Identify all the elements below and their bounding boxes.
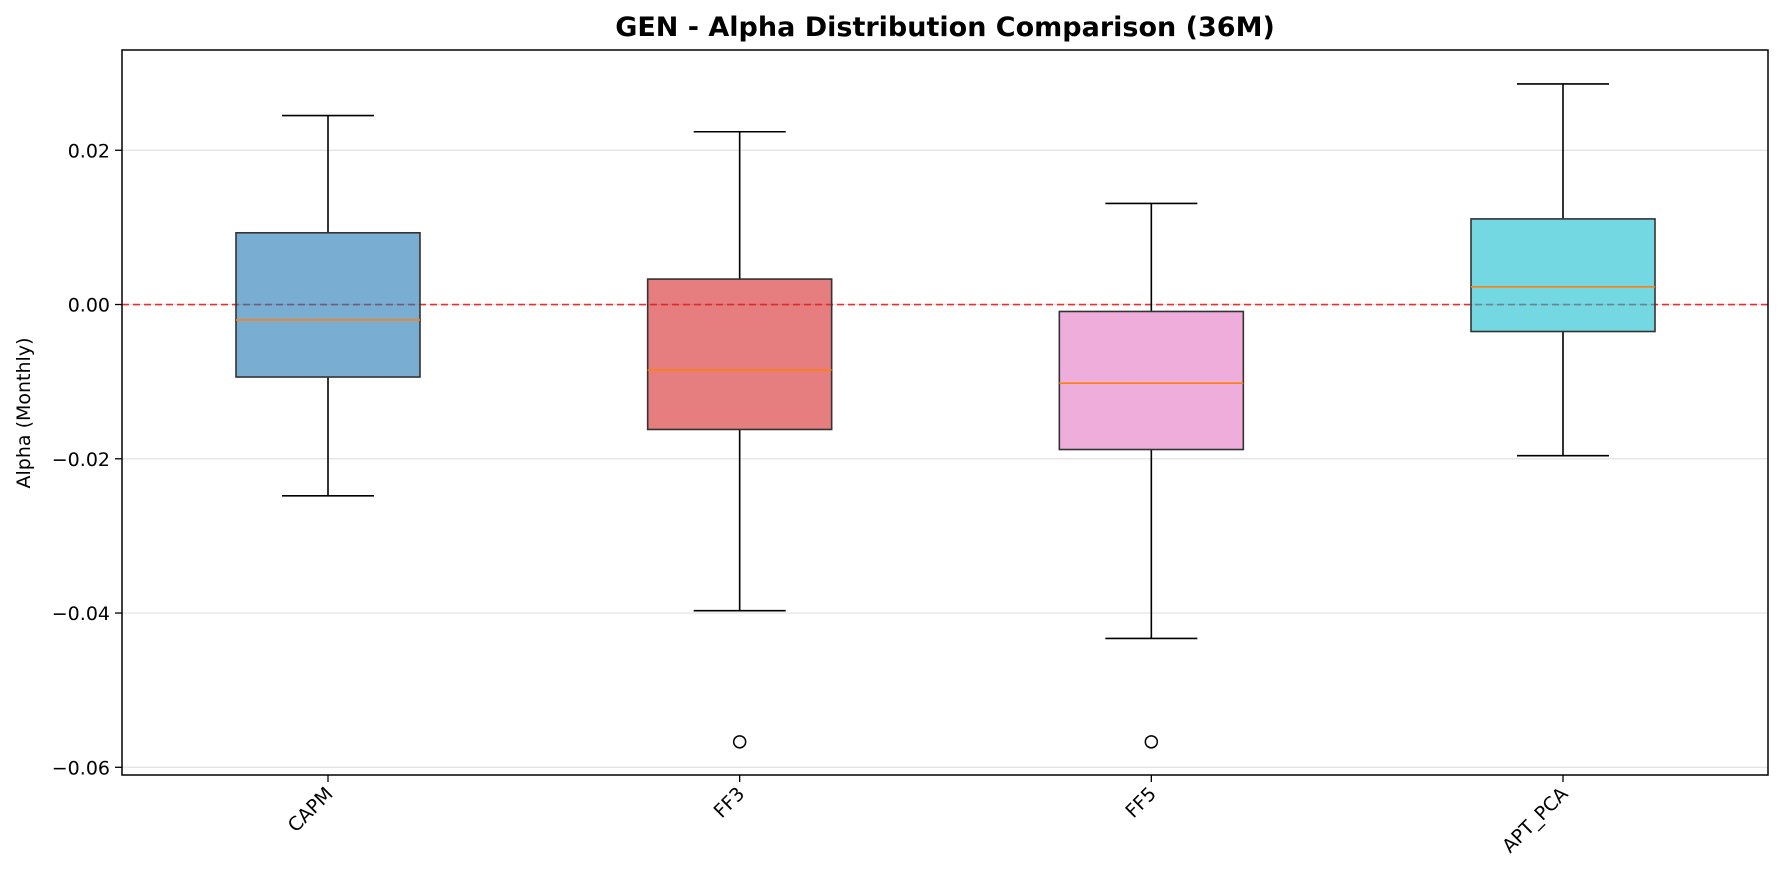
box-capm bbox=[235, 114, 421, 497]
y-tick-label: −0.04 bbox=[52, 603, 110, 625]
iqr-box bbox=[646, 278, 833, 431]
box-ff5 bbox=[1058, 202, 1245, 749]
y-tick-label: 0.00 bbox=[68, 295, 110, 317]
chart-title: GEN - Alpha Distribution Comparison (36M… bbox=[615, 12, 1275, 43]
x-tick-label: FF3 bbox=[710, 783, 750, 823]
box-layer bbox=[235, 83, 1656, 749]
x-tick-label: FF5 bbox=[1121, 783, 1161, 823]
y-tick-label: −0.06 bbox=[52, 757, 110, 779]
y-tick-label: −0.02 bbox=[52, 449, 110, 471]
iqr-box bbox=[1470, 218, 1656, 333]
plot-frame bbox=[121, 49, 1769, 776]
x-tick-label: APT_PCA bbox=[1498, 783, 1572, 857]
outlier-point bbox=[1144, 735, 1159, 749]
y-axis-label: Alpha (Monthly) bbox=[13, 338, 35, 489]
y-tick-label: 0.02 bbox=[68, 140, 110, 162]
iqr-box bbox=[1058, 310, 1245, 451]
iqr-box bbox=[235, 231, 421, 378]
x-tick-label: CAPM bbox=[284, 783, 338, 837]
outlier-point bbox=[732, 735, 747, 749]
box-apt-pca bbox=[1470, 83, 1656, 457]
box-ff3 bbox=[646, 130, 833, 749]
